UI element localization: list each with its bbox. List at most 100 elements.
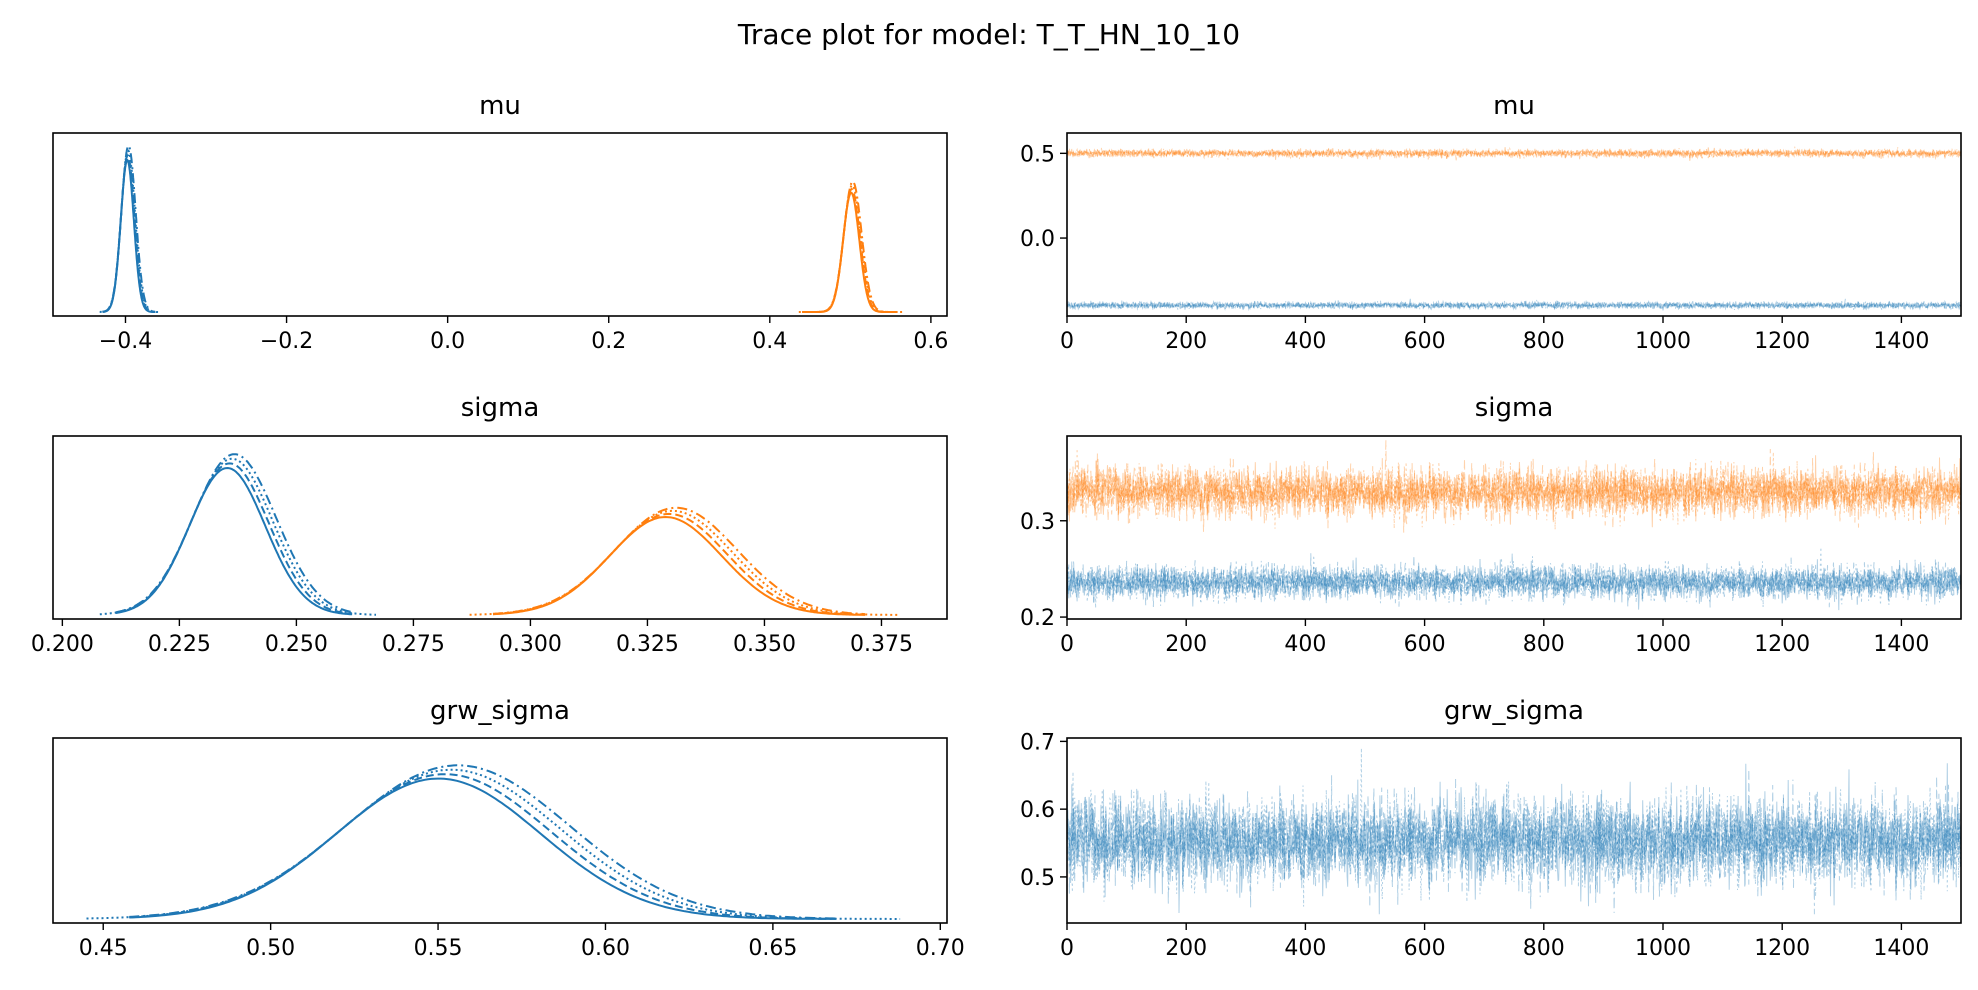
mu-trace-chain-orange-4 [1066,146,1962,160]
sigma-density-xtick-label: 0.300 [499,632,562,657]
sigma-trace-frame [1066,435,1962,620]
mu-density-panel: mu −0.4 −0.2 0.0 0.2 0.4 0.6 [52,91,948,354]
sigma-trace-xtick-label: 1200 [1754,632,1810,657]
grw-density-panel: grw_sigma 0.45 0.50 0.55 0.60 0.65 0.70 [52,696,965,961]
mu-density-density-orange-4 [802,180,898,313]
mu-trace-xtick-label: 800 [1523,329,1565,354]
mu-trace-chain-blue-1 [1066,298,1962,311]
mu-trace-chain-orange-2 [1066,147,1962,161]
mu-density-xtick-label: 0.2 [591,329,626,354]
sigma-density-frame [52,435,948,620]
grw-density-density-blue-2 [129,773,836,920]
grw-density-xtick-label: 0.65 [748,936,797,961]
mu-trace-frame [1066,132,1962,317]
sigma-trace-chain-blue-1 [1066,557,1962,611]
mu-density-density-orange-2 [802,187,898,313]
grw-density-density-blue-3 [86,768,901,920]
grw-density-xtick-label: 0.50 [246,936,295,961]
sigma-trace-chain-blue-3 [1066,547,1962,609]
sigma-trace-chain-orange-3 [1066,448,1962,530]
sigma-density-xtick-label: 0.200 [31,632,94,657]
grw-trace-ytick-label: 0.6 [1020,798,1055,823]
sigma-density-density-orange-2 [492,512,866,616]
mu-trace-ytick-label: 0.0 [1020,227,1055,252]
mu-trace-xtick-label: 400 [1284,329,1326,354]
sigma-density-xtick-label: 0.350 [733,632,796,657]
sigma-density-density-blue-3 [99,457,376,616]
mu-trace-xtick-label: 600 [1404,329,1446,354]
sigma-trace-chain-blue-4 [1066,557,1962,607]
grw-trace-panel: grw_sigma 0 200 400 600 800 1000 1200 1400 0.7 0.… [1020,696,1962,961]
sigma-trace-xtick-label: 1000 [1635,632,1691,657]
sigma-trace-xtick-label: 400 [1284,632,1326,657]
mu-trace-xtick-label: 1400 [1873,329,1929,354]
grw-trace-chain-blue-2 [1066,769,1962,909]
sigma-trace-chain-orange-4 [1066,440,1962,529]
mu-trace-xtick-label: 0 [1060,329,1074,354]
sigma-trace-xtick-label: 0 [1060,632,1074,657]
grw-trace-plot-area: 0 200 400 600 800 1000 1200 1400 0.7 0.6 0.5 [1020,730,1962,961]
grw-trace-xtick-label: 200 [1165,936,1207,961]
grw-trace-xtick-label: 1400 [1873,936,1929,961]
mu-trace-ytick-label: 0.5 [1020,142,1055,167]
mu-trace-xtick-label: 1000 [1635,329,1691,354]
sigma-trace-plot-area: 0 200 400 600 800 1000 1200 1400 0.3 0.2 [1020,440,1962,657]
mu-trace-plot-area: 0 200 400 600 800 1000 1200 1400 0.5 0.0 [1020,142,1962,354]
sigma-trace-xtick-label: 600 [1404,632,1446,657]
grw-density-frame [52,737,948,924]
mu-density-density-orange-1 [802,191,898,313]
sigma-density-density-orange-3 [469,509,901,616]
grw-trace-chain-blue-3 [1066,748,1962,907]
grw-density-xtick-label: 0.70 [916,936,965,961]
mu-trace-chain-blue-4 [1066,298,1962,312]
grw-density-plot-area: 0.45 0.50 0.55 0.60 0.65 0.70 [79,764,965,961]
sigma-trace-ytick-label: 0.3 [1020,510,1055,535]
sigma-density-density-orange-4 [492,506,866,616]
mu-trace-chain-blue-2 [1066,299,1962,311]
mu-density-density-blue-1 [102,158,156,313]
grw-density-xtick-label: 0.60 [581,936,630,961]
grw-trace-ytick-label: 0.5 [1020,866,1055,891]
grw-trace-chain-blue-1 [1066,763,1962,915]
sigma-density-xtick-label: 0.375 [850,632,913,657]
sigma-density-xtick-label: 0.275 [382,632,445,657]
mu-trace-xtick-label: 200 [1165,329,1207,354]
grw-trace-xtick-label: 400 [1284,936,1326,961]
mu-density-density-blue-2 [102,154,156,313]
sigma-density-panel: sigma 0.200 0.225 0.250 0.275 0.300 0.325 0.35… [31,393,948,657]
sigma-density-xtick-label: 0.250 [265,632,328,657]
mu-trace-chain-orange-3 [1066,146,1962,160]
grw-trace-xtick-label: 1200 [1754,936,1810,961]
grw-trace-xtick-label: 800 [1523,936,1565,961]
sigma-trace-chain-orange-1 [1066,455,1962,528]
mu-trace-xtick-label: 1200 [1754,329,1810,354]
grw-trace-xtick-label: 1000 [1635,936,1691,961]
sigma-trace-xtick-label: 200 [1165,632,1207,657]
mu-density-xtick-label: 0.6 [913,329,948,354]
figure-title: Trace plot for model: T_T_HN_10_10 [737,18,1240,51]
mu-density-frame [52,132,948,317]
sigma-density-plot-area: 0.200 0.225 0.250 0.275 0.300 0.325 0.350 0.375 [31,453,913,657]
sigma-trace-xtick-label: 800 [1523,632,1565,657]
sigma-density-xtick-label: 0.225 [148,632,211,657]
mu-trace-chain-orange-1 [1066,147,1962,161]
mu-density-xtick-label: 0.4 [752,329,787,354]
grw-trace-chain-blue-4 [1066,775,1962,915]
mu-trace-title: mu [1493,91,1535,121]
sigma-density-xtick-label: 0.325 [616,632,679,657]
grw-density-xtick-label: 0.45 [79,936,128,961]
mu-density-xtick-label: −0.2 [260,329,313,354]
grw-density-xtick-label: 0.55 [414,936,463,961]
grw-trace-xtick-label: 0 [1060,936,1074,961]
grw-density-density-blue-4 [129,764,836,920]
mu-density-density-orange-3 [798,184,903,313]
grw-trace-frame [1066,737,1962,924]
mu-trace-chain-blue-3 [1066,299,1962,311]
grw-trace-title: grw_sigma [1444,696,1584,726]
mu-density-title: mu [479,91,521,121]
sigma-trace-title: sigma [1475,393,1554,423]
mu-density-xtick-label: −0.4 [99,329,152,354]
grw-trace-ytick-label: 0.7 [1020,730,1055,755]
mu-density-xtick-label: 0.0 [430,329,465,354]
